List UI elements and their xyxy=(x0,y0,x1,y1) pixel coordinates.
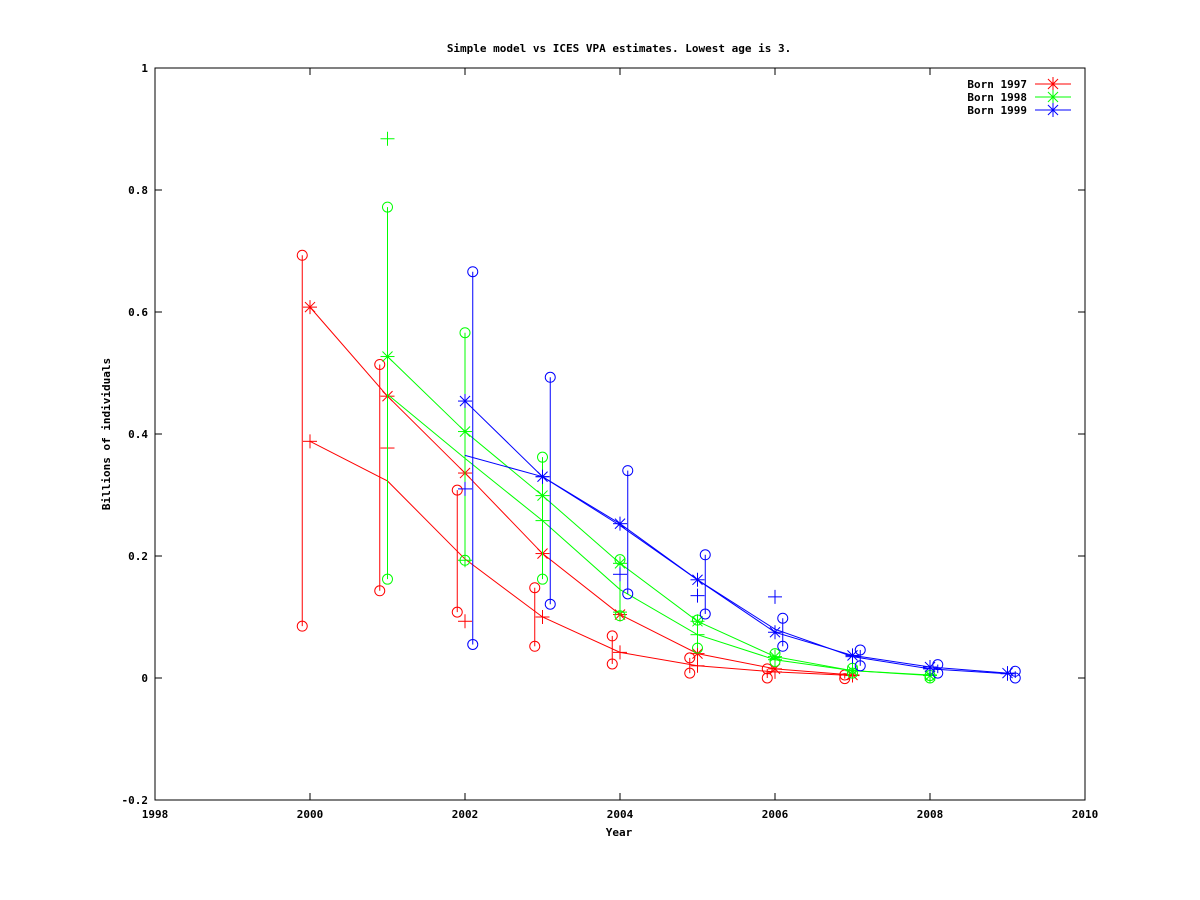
legend-label: Born 1997 xyxy=(967,78,1027,91)
x-tick-label: 2000 xyxy=(297,808,324,821)
interval-endpoint xyxy=(537,451,548,463)
interval-endpoint xyxy=(1009,672,1021,684)
x-tick-label: 2002 xyxy=(452,808,479,821)
star-marker xyxy=(1046,77,1060,91)
legend-label: Born 1999 xyxy=(967,104,1027,117)
interval-endpoint xyxy=(699,549,711,561)
interval-endpoint xyxy=(544,371,556,383)
interval-endpoint xyxy=(606,658,618,670)
interval-endpoint xyxy=(467,638,479,650)
interval-endpoint xyxy=(606,630,618,642)
interval-endpoint xyxy=(854,660,866,672)
estimate-line xyxy=(464,400,1008,674)
y-tick-label: 0 xyxy=(141,672,148,685)
interval-endpoint xyxy=(761,672,773,684)
y-tick-label: 0.8 xyxy=(128,184,148,197)
y-tick-label: 1 xyxy=(141,62,148,75)
model-line xyxy=(464,454,1008,675)
interval-endpoint xyxy=(296,620,308,632)
interval-endpoint xyxy=(374,585,386,597)
star-marker xyxy=(690,572,705,587)
interval-endpoint xyxy=(699,608,711,620)
star-marker xyxy=(535,469,550,484)
star-marker xyxy=(1046,90,1060,104)
model-line xyxy=(309,440,853,677)
series-layer xyxy=(296,131,1021,685)
plot-border xyxy=(154,67,1086,801)
star-marker xyxy=(458,424,472,439)
interval-endpoint xyxy=(854,644,866,656)
y-tick-label: -0.2 xyxy=(122,794,149,807)
x-axis-label: Year xyxy=(606,826,633,839)
interval-endpoint xyxy=(374,358,386,370)
star-marker xyxy=(303,300,317,315)
y-axis-label: Billions of individuals xyxy=(100,358,113,510)
x-tick-label: 1998 xyxy=(142,808,169,821)
star-marker xyxy=(1046,103,1060,117)
star-marker xyxy=(768,625,782,640)
legend-label: Born 1998 xyxy=(967,91,1027,104)
estimate-line xyxy=(309,306,853,676)
interval-endpoint xyxy=(296,249,308,261)
star-marker xyxy=(845,648,860,663)
interval-endpoint xyxy=(467,266,479,278)
interval-endpoint xyxy=(622,588,634,600)
series-born-1998 xyxy=(380,131,937,684)
plot-frame xyxy=(154,67,1086,801)
axis-ticks: 1998 2000 2002 2004 2006 2008 2010 -0.2 0 0.2 0.4 0… xyxy=(122,62,1099,821)
interval-endpoint xyxy=(777,612,789,624)
series-born-1999 xyxy=(458,266,1021,684)
series-born-1997 xyxy=(296,249,860,685)
interval-endpoint xyxy=(544,598,556,610)
model-line xyxy=(387,393,931,676)
star-marker xyxy=(380,349,395,364)
interval-endpoint xyxy=(451,606,463,618)
interval-endpoint xyxy=(529,582,541,594)
star-marker xyxy=(458,394,472,409)
interval-endpoint xyxy=(451,484,463,496)
star-marker xyxy=(845,663,860,678)
interval-endpoint xyxy=(382,573,393,585)
chart-title: Simple model vs ICES VPA estimates. Lowe… xyxy=(447,42,791,55)
interval-endpoint xyxy=(537,573,548,585)
x-tick-label: 2004 xyxy=(607,808,634,821)
interval-endpoint xyxy=(382,201,393,213)
interval-endpoint xyxy=(529,640,541,652)
interval-endpoint xyxy=(459,327,471,339)
star-marker xyxy=(535,488,550,503)
interval-endpoint xyxy=(839,673,851,685)
x-tick-label: 2010 xyxy=(1072,808,1099,821)
star-marker xyxy=(768,649,782,664)
estimate-line xyxy=(387,356,931,677)
interval-endpoint xyxy=(684,667,696,679)
x-tick-label: 2006 xyxy=(762,808,789,821)
interval-endpoint xyxy=(622,465,634,477)
interval-endpoint xyxy=(1009,665,1021,677)
star-marker xyxy=(613,516,627,531)
star-marker xyxy=(923,660,937,675)
interval-endpoint xyxy=(777,640,789,652)
interval-endpoint xyxy=(684,652,696,664)
x-tick-label: 2008 xyxy=(917,808,944,821)
y-tick-label: 0.4 xyxy=(128,428,148,441)
y-tick-label: 0.6 xyxy=(128,306,148,319)
star-marker xyxy=(1000,666,1015,681)
star-marker xyxy=(690,614,705,629)
interval-endpoint xyxy=(692,642,703,654)
y-tick-label: 0.2 xyxy=(128,550,148,563)
